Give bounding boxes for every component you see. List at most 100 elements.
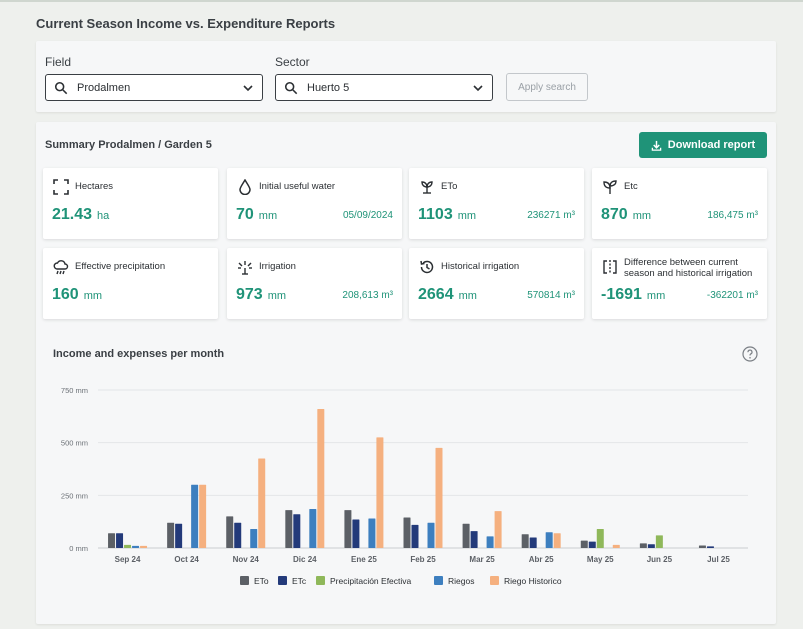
- card-secondary: 05/09/2024: [342, 210, 393, 221]
- y-tick-label: 250 mm: [61, 491, 88, 500]
- download-report-button[interactable]: Download report: [639, 132, 767, 158]
- card-etc: Etc 870 mm 186,475 m³: [592, 168, 767, 239]
- card-value: 1103 mm: [418, 206, 477, 223]
- legend-label: Riegos: [448, 576, 474, 586]
- bar-eto: [403, 517, 411, 548]
- top-border: [0, 0, 803, 2]
- chevron-down-icon: [473, 84, 483, 91]
- card-value: 70 mm: [236, 206, 278, 223]
- bar-riegos: [132, 545, 140, 548]
- bar-etc: [647, 544, 655, 548]
- card-secondary: -362201 m³: [706, 290, 758, 301]
- legend-label: ETo: [254, 576, 269, 586]
- bar-riegos: [250, 529, 258, 548]
- x-tick-label: Nov 24: [233, 555, 260, 564]
- compare-icon: [603, 260, 617, 274]
- legend-swatch: [434, 576, 443, 585]
- bar-riegos: [191, 484, 199, 548]
- legend-label: Precipitación Efectiva: [330, 576, 412, 586]
- expand-icon: [53, 179, 69, 195]
- legend-swatch: [490, 576, 499, 585]
- bar-precipitación-efectiva: [655, 535, 663, 548]
- bar-eto: [344, 510, 352, 548]
- sector-select-value: Huerto 5: [307, 81, 350, 94]
- card-label: Etc: [624, 181, 638, 192]
- card-label: Historical irrigation: [441, 261, 520, 272]
- bar-riego-historico: [199, 484, 207, 548]
- x-tick-label: Oct 24: [174, 555, 199, 564]
- bar-precipitación-efectiva: [124, 544, 132, 548]
- page-title: Current Season Income vs. Expenditure Re…: [36, 16, 336, 31]
- chevron-down-icon: [243, 84, 253, 91]
- filter-panel: Field Prodalmen Sector Huerto 5 Apply se…: [36, 41, 776, 112]
- water-drop-icon: [239, 179, 251, 195]
- bar-etc: [352, 519, 360, 548]
- sector-select[interactable]: Huerto 5: [275, 74, 493, 101]
- card-value: 160 mm: [52, 286, 103, 303]
- bar-riegos: [427, 522, 435, 548]
- card-initial-useful-water: Initial useful water 70 mm 05/09/2024: [227, 168, 402, 239]
- apply-search-button[interactable]: Apply search: [506, 73, 588, 101]
- card-value: 21.43 ha: [52, 206, 110, 223]
- bar-riego-historico: [494, 511, 502, 548]
- bar-riego-historico: [612, 544, 620, 548]
- bar-riego-historico: [553, 533, 561, 548]
- legend-swatch: [316, 576, 325, 585]
- bar-etc: [234, 522, 242, 548]
- bar-etc: [470, 531, 478, 548]
- bar-eto: [698, 545, 706, 548]
- card-value: -1691 mm: [601, 286, 666, 303]
- summary-panel: Summary Prodalmen / Garden 5 Download re…: [36, 122, 776, 624]
- bar-etc: [706, 546, 714, 548]
- x-tick-label: Ene 25: [351, 555, 377, 564]
- bar-riego-historico: [376, 437, 384, 548]
- field-select[interactable]: Prodalmen: [45, 74, 263, 101]
- x-tick-label: May 25: [587, 555, 614, 564]
- x-tick-label: Jul 25: [707, 555, 730, 564]
- legend-swatch: [240, 576, 249, 585]
- bar-riego-historico: [317, 408, 325, 548]
- card-historical-irrigation: Historical irrigation 2664 mm 570814 m³: [409, 248, 584, 319]
- legend-label: Riego Historico: [504, 576, 562, 586]
- legend-swatch: [278, 576, 287, 585]
- sprout-icon: [603, 180, 617, 194]
- y-tick-label: 500 mm: [61, 439, 88, 448]
- card-difference: Difference between current season and hi…: [592, 248, 767, 319]
- card-value: 973 mm: [236, 286, 287, 303]
- bar-eto: [108, 533, 116, 548]
- bar-riegos: [486, 536, 494, 548]
- bar-riego-historico: [435, 447, 443, 548]
- card-label: Initial useful water: [259, 181, 336, 192]
- x-tick-label: Sep 24: [115, 555, 141, 564]
- card-secondary: 186,475 m³: [707, 210, 758, 221]
- bar-eto: [462, 523, 470, 548]
- help-icon[interactable]: [742, 346, 758, 362]
- x-tick-label: Feb 25: [410, 555, 436, 564]
- bar-eto: [580, 540, 588, 548]
- bar-riegos: [545, 532, 553, 548]
- bar-eto: [167, 522, 175, 548]
- bar-etc: [293, 514, 301, 548]
- income-expenses-chart: 0 mm 250 mm 500 mm 750 mm Sep 24 Oct 24 Nov 24…: [61, 386, 748, 586]
- card-effective-precipitation: Effective precipitation 160 mm: [43, 248, 218, 319]
- search-icon: [284, 81, 298, 94]
- bar-riegos: [368, 518, 376, 548]
- card-label: Irrigation: [259, 261, 296, 272]
- card-irrigation: Irrigation 973 mm 208,613 m³: [227, 248, 402, 319]
- card-label: ETo: [441, 181, 458, 192]
- card-label: Hectares: [75, 181, 114, 192]
- search-icon: [54, 81, 68, 94]
- bar-eto: [226, 516, 234, 548]
- x-tick-label: Abr 25: [529, 555, 554, 564]
- bar-etc: [411, 524, 419, 548]
- legend-label: ETc: [292, 576, 307, 586]
- card-secondary: 236271 m³: [527, 210, 575, 221]
- sprinkler-icon: [238, 261, 252, 275]
- card-label: Effective precipitation: [75, 261, 166, 272]
- card-hectares: Hectares 21.43 ha: [43, 168, 218, 239]
- bar-precipitación-efectiva: [596, 529, 604, 548]
- bar-eto: [285, 510, 293, 548]
- bar-riego-historico: [140, 545, 148, 548]
- bar-etc: [175, 523, 183, 548]
- bar-riego-historico: [258, 458, 266, 548]
